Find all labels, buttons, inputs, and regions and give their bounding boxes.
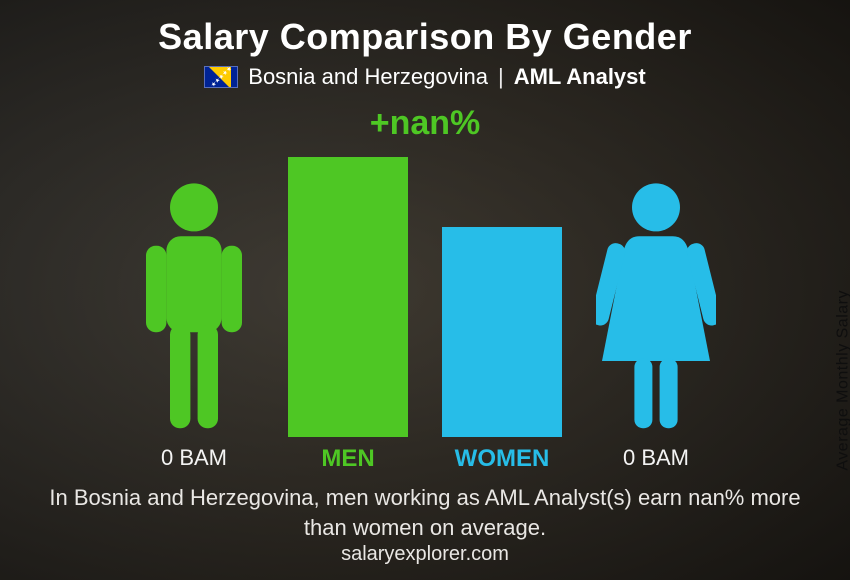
page-title: Salary Comparison By Gender — [158, 16, 692, 58]
men-category-label: MEN — [288, 445, 408, 473]
chart-area — [134, 137, 716, 437]
summary-text: In Bosnia and Herzegovina, men working a… — [45, 483, 805, 542]
subtitle-separator: | — [498, 64, 504, 90]
subtitle-row: ★★★★★ Bosnia and Herzegovina | AML Analy… — [204, 64, 645, 90]
male-icon — [134, 177, 254, 437]
men-value-label: 0 BAM — [134, 445, 254, 473]
female-icon — [596, 177, 716, 437]
women-bar — [442, 227, 562, 437]
women-icon-column — [596, 137, 716, 437]
men-bar — [288, 157, 408, 437]
labels-row: 0 BAM MEN WOMEN 0 BAM — [134, 445, 716, 473]
subtitle-role: AML Analyst — [514, 64, 646, 90]
subtitle-country: Bosnia and Herzegovina — [248, 64, 488, 90]
men-icon-column — [134, 137, 254, 437]
women-category-label: WOMEN — [442, 445, 562, 473]
women-value-label: 0 BAM — [596, 445, 716, 473]
bosnia-flag-icon: ★★★★★ — [204, 66, 238, 88]
infographic-content: Salary Comparison By Gender ★★★★★ Bosnia… — [0, 0, 850, 580]
